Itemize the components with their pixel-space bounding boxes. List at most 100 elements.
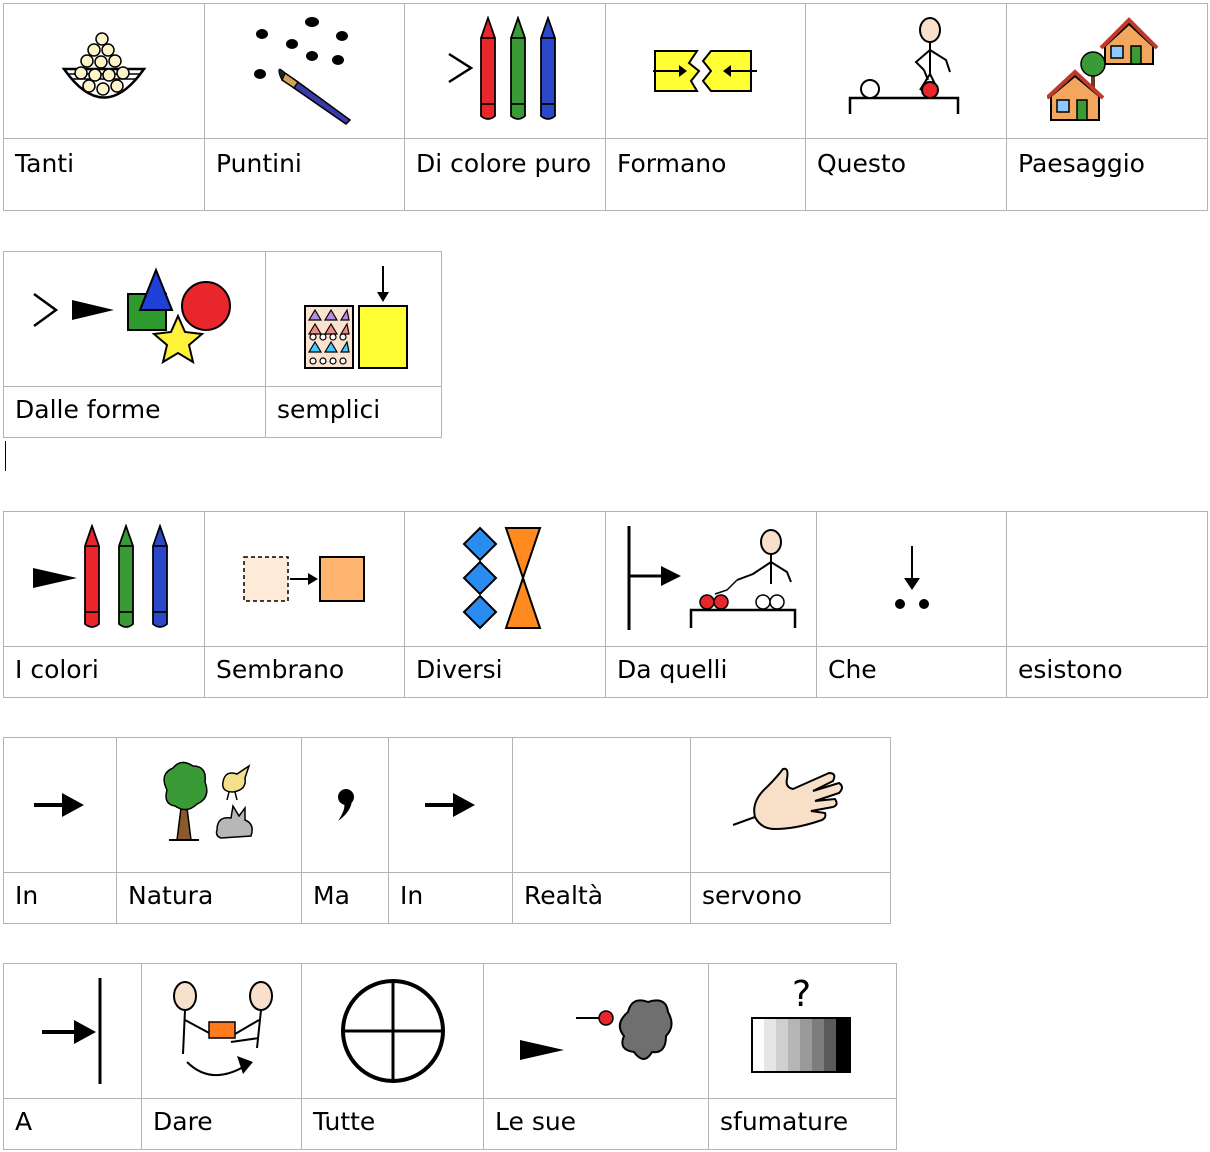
symbol-cell-dare: Dare [141,963,301,1150]
symbol-label: Da quelli [617,655,728,684]
symbol-picture [117,738,301,873]
puzzle-pieces-joining-icon [652,50,757,92]
symbol-label: Ma [313,881,350,910]
symbol-row-2: Dalle forme semplici [3,251,442,438]
symbol-picture [205,512,404,647]
symbol-label: Le sue [495,1107,577,1136]
symbol-label: servono [702,881,802,910]
that-dots-icon [894,546,929,609]
symbol-cell-formano: Formano [605,3,805,211]
symbol-cell-paesaggio: Paesaggio [1006,3,1208,211]
symbol-label: In [15,881,39,910]
shapes-icon [32,267,231,365]
symbol-cell-puntini: Puntini [204,3,404,211]
pattern-and-plain-icon [303,266,408,369]
symbol-picture [405,4,605,139]
symbol-cell-servono: servono [690,737,891,924]
symbol-label: Natura [128,881,214,910]
symbol-label: I colori [15,655,99,684]
symbol-picture [302,964,483,1099]
symbol-picture [142,964,301,1099]
arrow-to-bar-icon [41,978,101,1084]
houses-and-tree-icon [1047,17,1159,121]
symbol-label: Tanti [15,149,75,178]
three-crayons-icon [448,16,556,120]
symbol-label: sfumature [720,1107,849,1136]
symbol-label: Formano [617,149,727,178]
symbol-picture [389,738,512,873]
symbol-label: Puntini [216,149,302,178]
possessive-blob-icon [520,999,673,1060]
symbol-picture-blank [513,738,690,873]
symbol-picture [4,738,116,873]
symbol-row-5: A Dare Tutte [3,963,897,1150]
symbol-row-3: I colori Sembrano Diversi [3,511,1208,698]
svg-text:?: ? [792,976,811,1015]
symbol-cell-dalle-forme: Dalle forme [3,251,265,438]
symbol-picture [4,4,204,139]
symbol-cell-tutte: Tutte [301,963,483,1150]
symbol-cell-questo: Questo [805,3,1006,211]
seems-squares-icon [242,556,365,602]
symbol-picture [691,738,890,873]
symbol-picture [606,4,805,139]
from-those-icon [627,526,797,630]
symbol-cell-semplici: semplici [265,251,442,438]
symbol-cell-ma: Ma [301,737,388,924]
symbol-picture [817,512,1006,647]
grayscale-gradient-icon: ? [750,976,851,1073]
arrow-right-icon [34,793,84,817]
symbol-cell-sembrano: Sembrano [204,511,404,698]
symbol-picture [4,964,141,1099]
symbol-cell-i-colori: I colori [3,511,204,698]
symbol-picture [405,512,605,647]
symbol-cell-le-sue: Le sue [483,963,708,1150]
symbol-cell-in-2: In [388,737,512,924]
symbol-picture: ? [709,964,896,1099]
symbol-label: Questo [817,149,907,178]
symbol-picture [4,252,265,387]
symbol-row-4: In Natura Ma In [3,737,891,924]
text-cursor [5,441,6,471]
symbol-label: Dare [153,1107,213,1136]
arrow-right-icon [424,793,475,817]
symbol-picture-blank [1007,512,1207,647]
person-pointing-at-object-icon [848,17,960,114]
symbol-picture [4,512,204,647]
symbol-cell-in: In [3,737,116,924]
comma-icon [338,789,354,821]
giving-people-icon [172,981,273,1077]
symbol-cell-realta: Realtà [512,737,690,924]
symbol-cell-a: A [3,963,141,1150]
symbol-cell-natura: Natura [116,737,301,924]
symbol-label: A [15,1107,33,1136]
symbol-picture [606,512,816,647]
symbol-label: Che [828,655,877,684]
symbol-label: Sembrano [216,655,345,684]
symbol-picture [266,252,441,387]
dots-and-paintbrush-icon [253,17,351,125]
symbol-label: In [400,881,424,910]
symbol-cell-esistono: esistono [1006,511,1208,698]
symbol-cell-che: Che [816,511,1006,698]
symbol-picture [205,4,404,139]
symbol-label: Paesaggio [1018,149,1145,178]
crayons-icon [33,524,168,628]
circle-quartered-icon [340,979,445,1083]
nature-tree-animals-icon [163,761,253,841]
symbol-picture [806,4,1006,139]
symbol-picture [484,964,708,1099]
symbol-label: Diversi [416,655,503,684]
symbol-label: Di colore puro [416,149,592,178]
symbol-label: Realtà [524,881,604,910]
bowl-of-beads-icon [61,32,147,99]
symbol-cell-di-colore-puro: Di colore puro [404,3,605,211]
symbol-cell-tanti: Tanti [3,3,204,211]
symbol-picture [1007,4,1207,139]
hand-icon [732,767,843,831]
symbol-cell-diversi: Diversi [404,511,605,698]
symbol-label: semplici [277,395,381,424]
symbol-row-1: Tanti Puntini [3,3,1208,211]
symbol-label: Tutte [313,1107,376,1136]
different-shapes-icon [462,526,542,630]
